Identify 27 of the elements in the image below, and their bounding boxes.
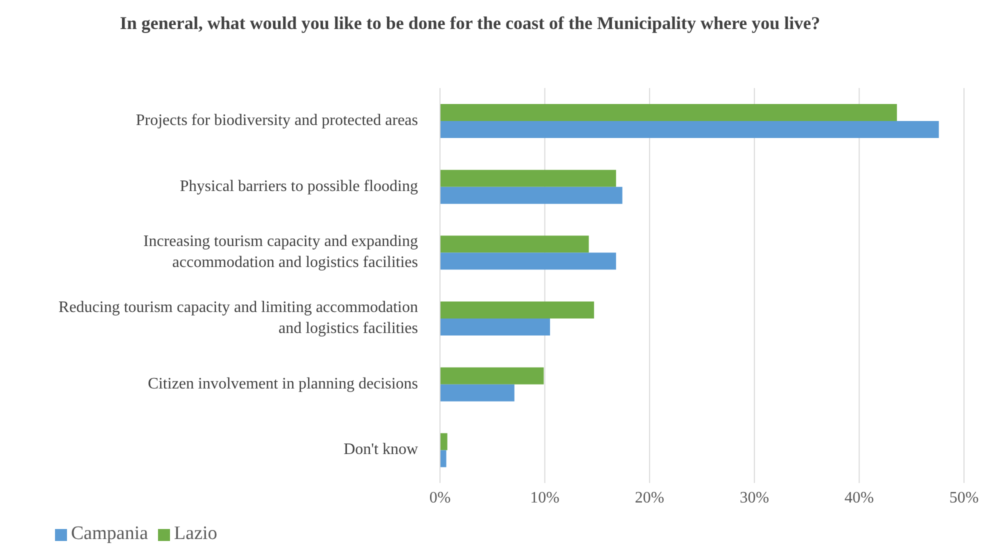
bar bbox=[440, 433, 448, 450]
y-tick-label: Reducing tourism capacity and limiting accommodation and logistics facilities bbox=[58, 298, 418, 337]
bar bbox=[440, 302, 594, 318]
x-tick-label: 30% bbox=[740, 489, 770, 506]
y-tick-label: Don't know bbox=[344, 440, 418, 458]
legend-label: Lazio bbox=[174, 523, 218, 544]
x-tick-label: 40% bbox=[844, 489, 874, 506]
x-tick-label: 10% bbox=[530, 489, 560, 506]
bar bbox=[440, 318, 550, 336]
chart-title: In general, what would you like to be done for the coast of the Municipality where you live? bbox=[118, 12, 822, 35]
x-tick-label: 20% bbox=[634, 489, 664, 506]
bar bbox=[440, 236, 589, 253]
y-tick-label: Physical barriers to possible flooding bbox=[180, 177, 418, 194]
y-tick-label: Increasing tourism capacity and expanding accommodation and logistics facilities bbox=[143, 232, 418, 271]
bar bbox=[440, 367, 544, 384]
bar bbox=[440, 450, 446, 468]
bar bbox=[440, 384, 514, 402]
bar bbox=[440, 252, 616, 270]
y-tick-label: Projects for biodiversity and protected areas bbox=[136, 112, 418, 129]
x-tick-label: 50% bbox=[949, 489, 979, 506]
bar bbox=[440, 170, 616, 187]
bar bbox=[440, 186, 622, 204]
legend-label: Campania bbox=[71, 523, 148, 544]
x-tick-label: 0% bbox=[429, 489, 451, 506]
bar bbox=[440, 121, 939, 138]
bar bbox=[440, 104, 897, 121]
y-tick-label: Citizen involvement in planning decisions bbox=[148, 374, 418, 392]
